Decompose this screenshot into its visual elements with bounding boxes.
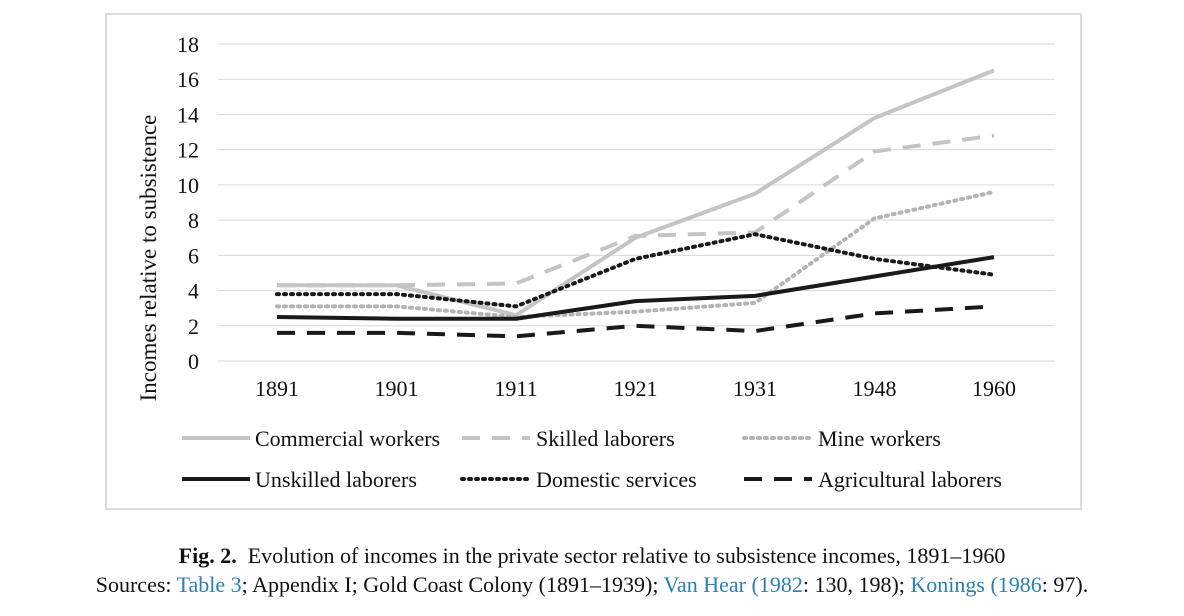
gridlines [218, 43, 1055, 362]
x-tick-label: 1891 [255, 376, 299, 401]
series-line-mine-workers [275, 189, 996, 319]
x-tick-label: 1948 [853, 376, 897, 401]
y-tick-label: 14 [177, 102, 199, 127]
sources-text-1: ; Appendix I; Gold Coast Colony (1891–19… [241, 572, 664, 597]
van-hear-link[interactable]: Van Hear (1982 [663, 572, 803, 597]
series-line-unskilled-laborers [276, 255, 995, 321]
table-3-link[interactable]: Table 3 [176, 572, 242, 597]
y-tick-label: 18 [177, 32, 199, 57]
y-tick-label: 0 [188, 349, 199, 374]
y-tick-label: 12 [177, 138, 199, 163]
x-tick-label: 1911 [494, 376, 537, 401]
legend: Commercial workers Skilled laborers Mine w… [182, 426, 1002, 492]
sources-prefix: Sources: [95, 572, 177, 597]
legend-label: Commercial workers [255, 426, 440, 451]
x-tick-label: 1921 [614, 376, 658, 401]
figure-caption-title: Fig. 2. Evolution of incomes in the priv… [0, 542, 1184, 570]
x-tick-label: 1901 [375, 376, 419, 401]
konings-link[interactable]: Konings (1986 [910, 572, 1042, 597]
legend-label: Skilled laborers [536, 426, 675, 451]
legend-label: Mine workers [818, 426, 941, 451]
line-chart: 0 2 4 6 8 10 12 14 16 18 1891 1901 1911 1921 1931 1948… [105, 13, 1082, 510]
y-tick-labels: 0 2 4 6 8 10 12 14 16 18 [177, 32, 199, 374]
y-axis-label: Incomes relative to subsistence [136, 115, 161, 402]
x-tick-labels: 1891 1901 1911 1921 1931 1948 1960 [255, 376, 1016, 401]
figure-title: Evolution of incomes in the private sect… [247, 543, 1006, 568]
series-line-skilled-laborers [277, 133, 995, 288]
legend-label: Unskilled laborers [255, 467, 417, 492]
sources-text-3: : 97). [1041, 572, 1089, 597]
y-tick-label: 4 [188, 279, 199, 304]
chart-frame [105, 13, 1082, 510]
figure-label: Fig. 2. [178, 543, 237, 568]
y-tick-label: 2 [188, 314, 199, 339]
sources-text-2: : 130, 198); [802, 572, 911, 597]
y-tick-label: 8 [188, 208, 199, 233]
y-tick-label: 10 [177, 173, 199, 198]
y-tick-label: 16 [177, 67, 199, 92]
x-tick-label: 1931 [733, 376, 777, 401]
series-line-domestic-services [275, 232, 996, 309]
y-tick-label: 6 [188, 243, 199, 268]
figure-caption-sources: Sources: Table 3; Appendix I; Gold Coast… [0, 571, 1184, 599]
series-lines [275, 68, 996, 339]
legend-label: Agricultural laborers [818, 467, 1002, 492]
x-tick-label: 1960 [972, 376, 1016, 401]
legend-label: Domestic services [536, 467, 697, 492]
